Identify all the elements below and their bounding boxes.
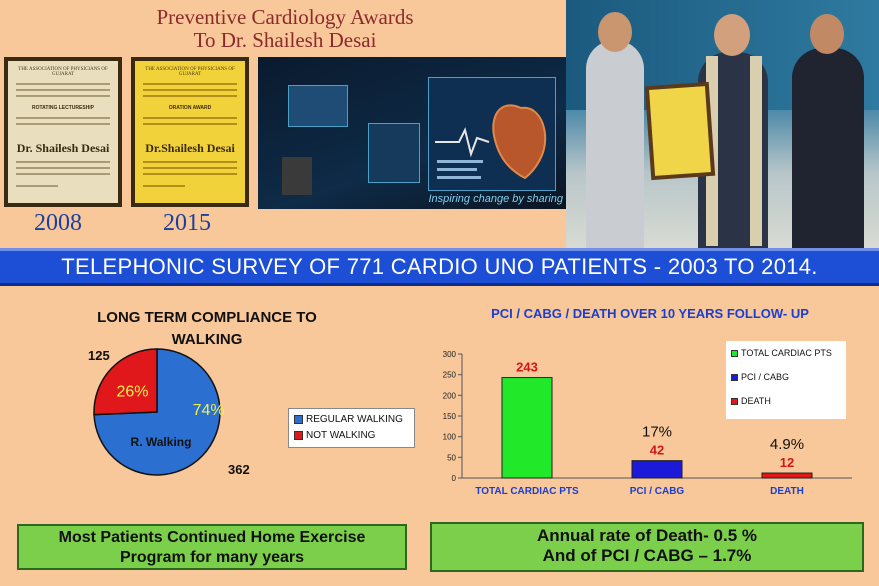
bar-2	[761, 472, 813, 479]
legend-label: DEATH	[741, 396, 771, 406]
pie-percent-label-0: 74%	[193, 402, 225, 419]
category-label-2: DEATH	[770, 486, 804, 497]
category-label-1: PCI / CABG	[630, 486, 685, 497]
conference-stage-photo: Inspiring change by sharing	[258, 57, 566, 209]
bar-chart-title: PCI / CABG / DEATH OVER 10 YEARS FOLLOW-…	[491, 306, 809, 321]
legend-label: PCI / CABG	[741, 372, 790, 382]
survey-banner: TELEPHONIC SURVEY OF 771 CARDIO UNO PATI…	[0, 248, 879, 286]
legend-item-total: TOTAL CARDIAC PTS	[731, 347, 832, 359]
main-screen	[428, 77, 556, 191]
bar-1	[631, 460, 683, 479]
person-center-head	[714, 14, 750, 56]
bar-0	[501, 377, 553, 479]
certificate-org: THE ASSOCIATION OF PHYSICIANS OF GUJARAT	[18, 67, 108, 77]
y-tick-label: 300	[443, 350, 457, 359]
person-left	[586, 40, 644, 248]
summary-box-right: Annual rate of Death- 0.5 % And of PCI /…	[430, 522, 864, 572]
certificate-name: Dr. Shailesh Desai	[16, 141, 110, 155]
y-tick-label: 250	[443, 371, 457, 380]
bar-percent-label-2: 4.9%	[770, 436, 804, 453]
summary-left-line-1: Most Patients Continued Home Exercise	[58, 529, 366, 546]
y-tick-label: 0	[452, 474, 457, 483]
bar-percent-label-1: 17%	[642, 424, 672, 441]
summary-right-line-1: Annual rate of Death- 0.5 %	[536, 526, 758, 545]
bar-value-label-2: 12	[780, 455, 794, 470]
certificate-name: Dr.Shailesh Desai	[145, 141, 235, 155]
side-screen-2	[368, 123, 420, 183]
podium	[282, 157, 312, 195]
pie-chart-title: LONG TERM COMPLIANCE TO WALKING	[97, 309, 317, 348]
pie-legend: REGULAR WALKING NOT WALKING	[288, 408, 415, 448]
y-tick-label: 200	[443, 391, 457, 400]
summary-right-line-2: And of PCI / CABG – 1.7%	[542, 546, 752, 565]
year-2015: 2015	[163, 210, 211, 236]
person-right-head	[810, 14, 844, 54]
title-line-1: Preventive Cardiology Awards	[156, 5, 414, 29]
summary-left-line-2: Program for many years	[119, 549, 305, 566]
legend-label: REGULAR WALKING	[306, 414, 403, 425]
framed-certificate	[644, 81, 716, 181]
bar-value-label-1: 42	[650, 443, 664, 458]
pie-percent-label-1: 26%	[116, 383, 148, 400]
legend-item-regular-walking: REGULAR WALKING	[294, 414, 403, 426]
bar-legend: TOTAL CARDIAC PTS PCI / CABG DEATH	[726, 341, 846, 419]
legend-label: NOT WALKING	[306, 430, 376, 441]
year-2008: 2008	[34, 210, 82, 236]
bar-value-label-0: 243	[516, 360, 538, 375]
person-left-head	[598, 12, 632, 52]
certificate-award: ORATION AWARD	[168, 105, 212, 111]
certificate-org: THE ASSOCIATION OF PHYSICIANS OF GUJARAT	[145, 67, 235, 77]
side-screen	[288, 85, 348, 127]
legend-item-death: DEATH	[731, 395, 771, 407]
stage-caption: Inspiring change by sharing	[428, 193, 563, 205]
certificate-2015: THE ASSOCIATION OF PHYSICIANS OF GUJARAT…	[131, 57, 249, 207]
pie-inner-label: R. Walking	[131, 435, 192, 449]
bar-chart: 0 50 100 150 200 250 300 243 TOTAL CARDIAC PTS 42…	[443, 350, 852, 497]
award-ceremony-photo	[566, 0, 879, 248]
legend-label: TOTAL CARDIAC PTS	[741, 348, 832, 358]
pie-value-not-walking: 125	[88, 348, 110, 363]
y-tick-label: 50	[447, 453, 456, 462]
pie-value-regular-walking: 362	[228, 462, 250, 477]
y-tick-label: 100	[443, 433, 457, 442]
title-line-2: To Dr. Shailesh Desai	[193, 28, 377, 52]
pie-slice-1	[93, 348, 158, 416]
y-tick-label: 150	[443, 412, 457, 421]
legend-item-not-walking: NOT WALKING	[294, 430, 375, 442]
summary-box-left: Most Patients Continued Home Exercise Pr…	[17, 524, 407, 570]
category-label-0: TOTAL CARDIAC PTS	[475, 486, 579, 497]
legend-item-pci: PCI / CABG	[731, 371, 789, 383]
pie-chart: 74% 26% R. Walking	[93, 348, 225, 476]
person-right	[792, 48, 864, 248]
page-title: Preventive Cardiology Awards To Dr. Shai…	[120, 6, 450, 52]
certificate-award: ROTATING LECTURESHIP	[31, 105, 95, 111]
heart-icon	[435, 104, 547, 180]
certificate-2008: THE ASSOCIATION OF PHYSICIANS OF GUJARAT…	[4, 57, 122, 207]
